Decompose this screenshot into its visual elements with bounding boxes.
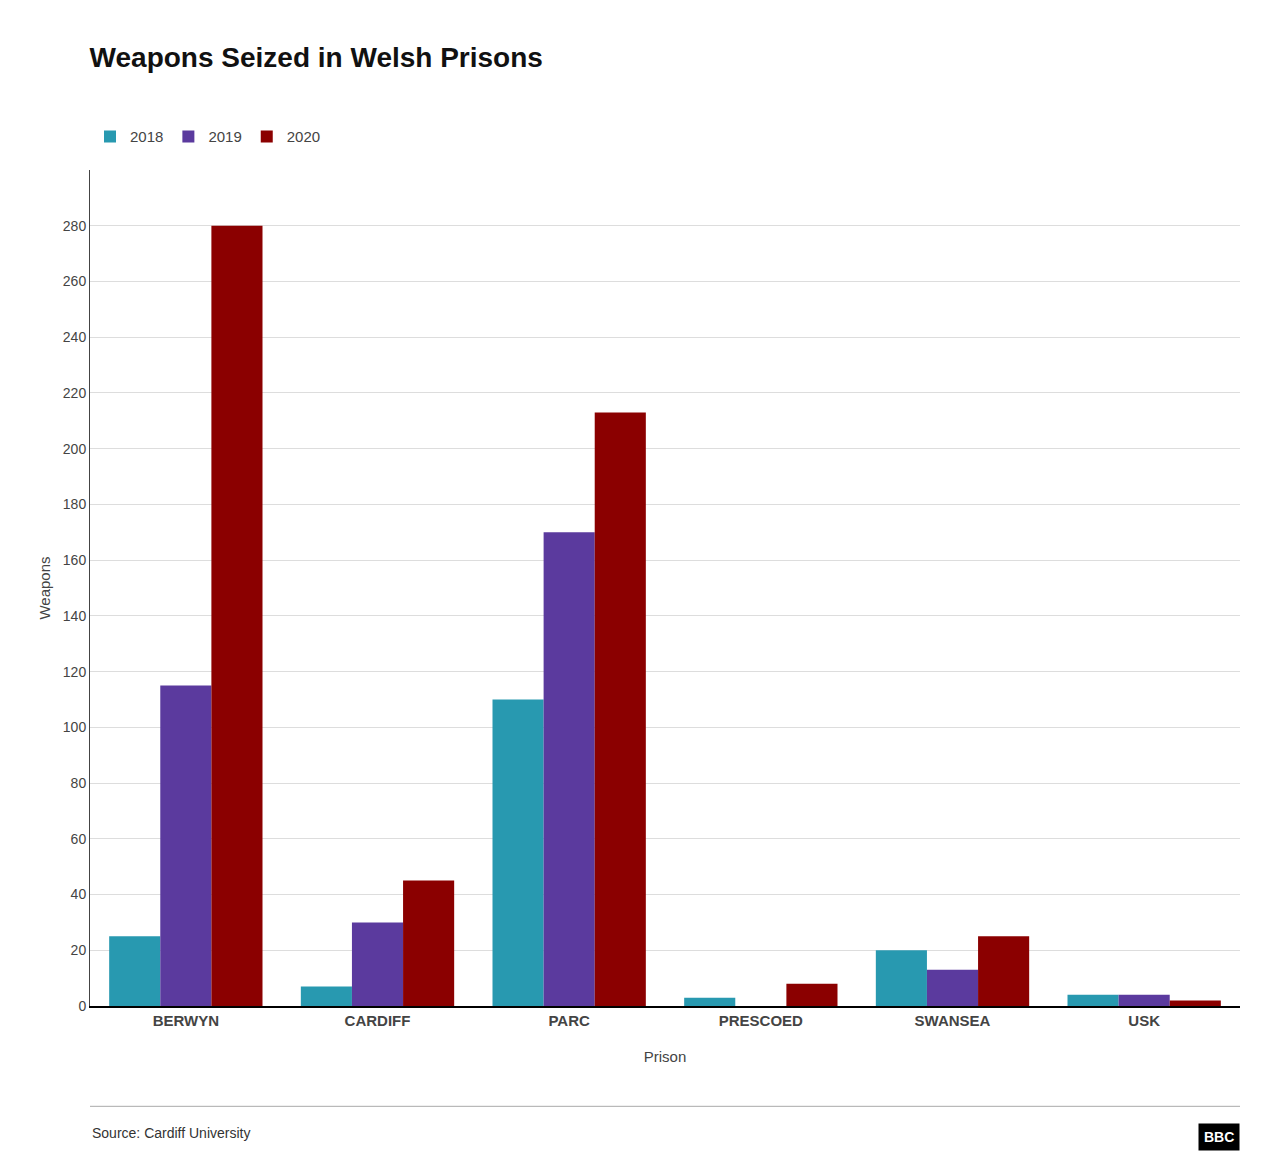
svg-text:PRESCOED: PRESCOED xyxy=(719,1012,803,1029)
svg-text:260: 260 xyxy=(63,273,87,289)
svg-text:200: 200 xyxy=(63,441,87,457)
svg-text:100: 100 xyxy=(63,719,87,735)
svg-text:SWANSEA: SWANSEA xyxy=(915,1012,991,1029)
svg-text:0: 0 xyxy=(78,998,86,1014)
svg-text:220: 220 xyxy=(63,385,87,401)
svg-text:Weapons Seized in Welsh Prison: Weapons Seized in Welsh Prisons xyxy=(90,42,543,73)
svg-text:120: 120 xyxy=(63,664,87,680)
svg-text:2019: 2019 xyxy=(208,128,241,145)
svg-text:Prison: Prison xyxy=(644,1048,687,1065)
svg-text:40: 40 xyxy=(71,886,87,902)
svg-text:180: 180 xyxy=(63,496,87,512)
svg-text:BERWYN: BERWYN xyxy=(153,1012,219,1029)
svg-text:140: 140 xyxy=(63,608,87,624)
svg-text:60: 60 xyxy=(71,831,87,847)
svg-text:USK: USK xyxy=(1128,1012,1160,1029)
svg-text:20: 20 xyxy=(71,942,87,958)
svg-text:BBC: BBC xyxy=(1204,1129,1234,1145)
svg-text:80: 80 xyxy=(71,775,87,791)
svg-text:280: 280 xyxy=(63,218,87,234)
svg-text:CARDIFF: CARDIFF xyxy=(345,1012,411,1029)
svg-text:Weapons: Weapons xyxy=(36,556,53,619)
svg-text:Source: Cardiff University: Source: Cardiff University xyxy=(92,1125,250,1141)
svg-text:2018: 2018 xyxy=(130,128,163,145)
svg-text:PARC: PARC xyxy=(548,1012,590,1029)
svg-text:240: 240 xyxy=(63,329,87,345)
svg-text:160: 160 xyxy=(63,552,87,568)
svg-text:2020: 2020 xyxy=(287,128,320,145)
